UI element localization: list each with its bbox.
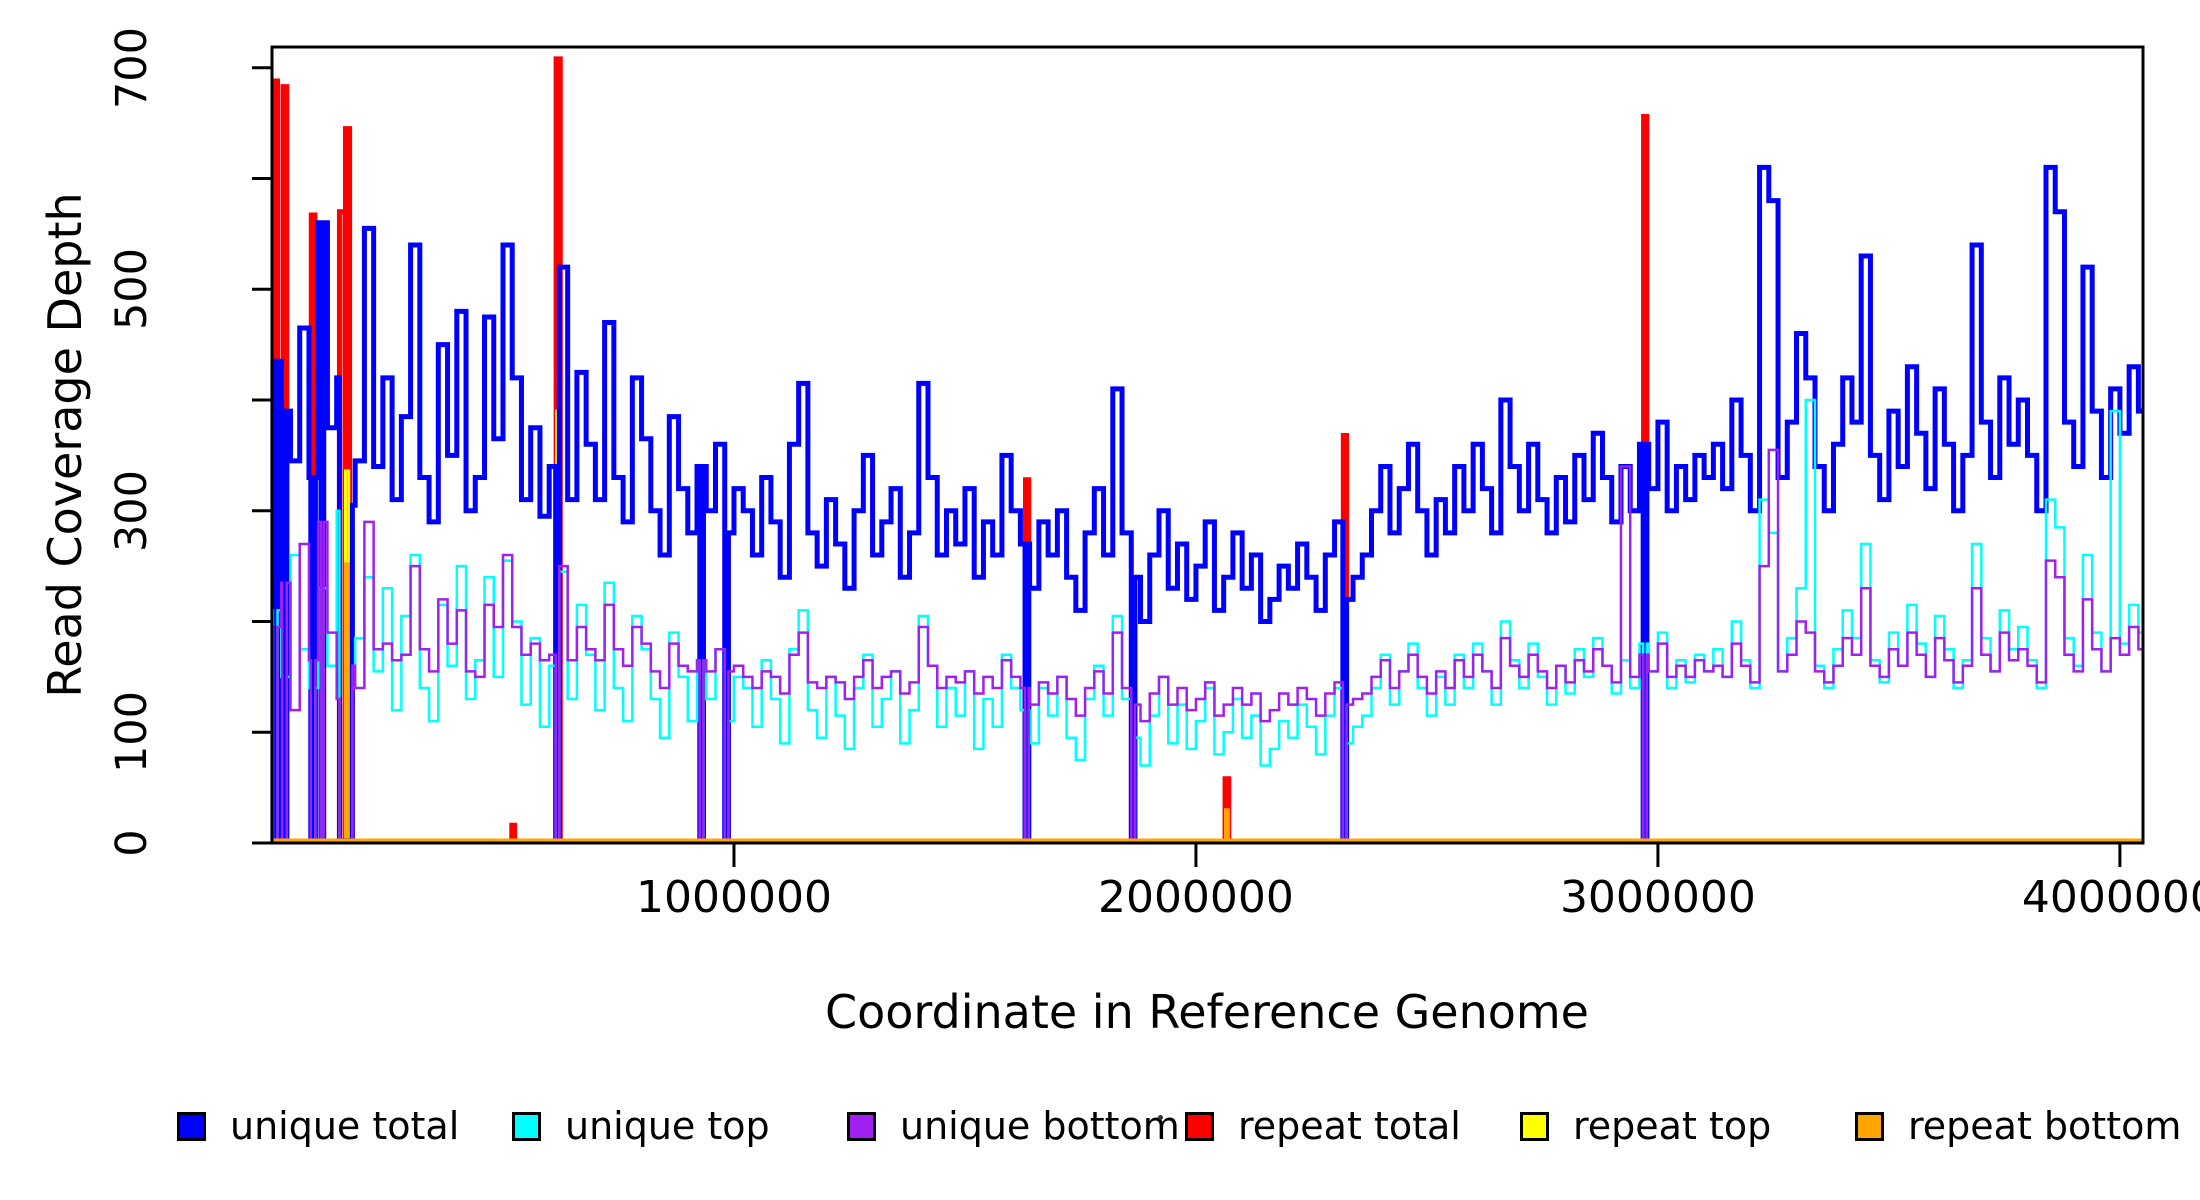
legend-label: repeat bottom xyxy=(1908,1104,2182,1148)
y-tick-label-500: 500 xyxy=(107,248,157,331)
legend-label: repeat total xyxy=(1238,1104,1461,1148)
x-tick-label-4000000: 4000000 xyxy=(2021,872,2200,923)
unique-top-swatch xyxy=(512,1111,541,1141)
x-tick-label-1000000: 1000000 xyxy=(635,872,832,923)
repeat-top-swatch xyxy=(1520,1111,1549,1141)
legend-item-unique-total: unique total xyxy=(177,1104,459,1148)
axes-layer xyxy=(252,66,2122,867)
x-tick-label-3000000: 3000000 xyxy=(1559,872,1756,923)
legend-label: unique top xyxy=(565,1104,770,1148)
x-axis-title: Coordinate in Reference Genome xyxy=(825,985,1589,1039)
legend-item-unique-bottom: unique bottom xyxy=(847,1104,1180,1148)
unique-total-swatch xyxy=(177,1111,206,1141)
legend-item-repeat-bottom: repeat bottom xyxy=(1855,1104,2181,1148)
stray-dot xyxy=(1158,1115,1163,1120)
x-tick-label-2000000: 2000000 xyxy=(1097,872,1294,923)
legend-item-repeat-total: repeat total xyxy=(1185,1104,1461,1148)
legend-item-unique-top: unique top xyxy=(512,1104,770,1148)
unique-bottom-swatch xyxy=(847,1111,876,1141)
legend-label: repeat top xyxy=(1573,1104,1772,1148)
legend-item-repeat-top: repeat top xyxy=(1520,1104,1771,1148)
repeat-bottom-swatch xyxy=(1855,1111,1884,1141)
y-tick-label-300: 300 xyxy=(107,469,157,552)
y-tick-label-700: 700 xyxy=(107,26,157,109)
legend-label: unique total xyxy=(230,1104,460,1148)
y-axis-title: Read Coverage Depth xyxy=(38,192,92,698)
repeat-total-swatch xyxy=(1185,1111,1214,1141)
plot-box xyxy=(270,45,2145,845)
legend-label: unique bottom xyxy=(900,1104,1180,1148)
series-layer xyxy=(270,56,2143,844)
y-tick-label-100: 100 xyxy=(107,691,157,774)
